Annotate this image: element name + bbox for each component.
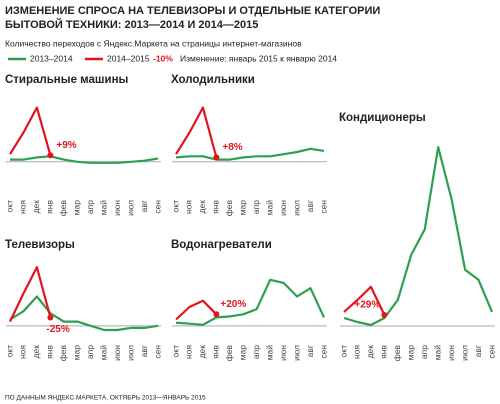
x-tick-label: авг xyxy=(473,345,483,357)
x-tick-label: мар xyxy=(72,345,82,361)
x-tick-label: дек xyxy=(31,345,41,359)
x-tick-label: май xyxy=(264,200,274,216)
x-tick-label: янв xyxy=(211,345,221,359)
series-line xyxy=(9,295,159,332)
change-label: +9% xyxy=(56,140,76,151)
x-tick-label: окт xyxy=(4,200,14,213)
subtitle: Количество переходов с Яндекс.Маркета на… xyxy=(5,38,302,48)
panel-title: Водонагреватели xyxy=(171,239,272,251)
x-tick-label: ноя xyxy=(184,200,194,214)
x-tick-label: авг xyxy=(139,345,149,357)
change-dot xyxy=(213,154,220,161)
x-tick-label: май xyxy=(264,345,274,361)
x-tick-label: окт xyxy=(170,345,180,358)
x-tick-label: дек xyxy=(365,345,375,359)
change-label: -25% xyxy=(46,324,69,335)
x-tick-label: янв xyxy=(45,200,55,214)
panel-title: Кондиционеры xyxy=(339,112,426,124)
x-tick-label: июн xyxy=(278,200,288,216)
series-line xyxy=(343,285,386,316)
x-tick-label: май xyxy=(98,345,108,361)
x-tick-label: ноя xyxy=(18,200,28,214)
title: БЫТОВОЙ ТЕХНИКИ: 2013—2014 И 2014—2015 xyxy=(5,18,258,31)
x-tick-label: фев xyxy=(58,200,68,217)
x-tick-label: июл xyxy=(459,345,469,361)
panel-title: Телевизоры xyxy=(5,239,75,251)
x-tick-label: июн xyxy=(112,345,122,361)
x-tick-label: дек xyxy=(31,200,41,214)
x-tick-label: мар xyxy=(406,345,416,361)
legend-note: Изменение: январь 2015 к январю 2014 xyxy=(180,53,337,63)
x-tick-label: авг xyxy=(305,345,315,357)
x-tick-label: фев xyxy=(224,345,234,362)
x-tick-label: июн xyxy=(446,345,456,361)
change-label: +20% xyxy=(220,299,246,310)
x-tick-label: окт xyxy=(4,345,14,358)
x-tick-label: апр xyxy=(419,345,429,359)
x-tick-label: окт xyxy=(170,200,180,213)
x-tick-label: янв xyxy=(379,345,389,359)
x-tick-label: янв xyxy=(45,345,55,359)
series-line xyxy=(9,106,52,156)
x-tick-label: фев xyxy=(224,200,234,217)
x-tick-label: июл xyxy=(125,200,135,216)
series-line xyxy=(175,299,218,321)
title: ИЗМЕНЕНИЕ СПРОСА НА ТЕЛЕВИЗОРЫ И ОТДЕЛЬН… xyxy=(5,5,380,17)
x-tick-label: фев xyxy=(58,345,68,362)
change-label: +29% xyxy=(354,300,380,311)
change-dot xyxy=(213,311,220,318)
x-tick-label: мар xyxy=(238,200,248,216)
x-tick-label: фев xyxy=(392,345,402,362)
x-tick-label: июл xyxy=(125,345,135,361)
x-tick-label: дек xyxy=(197,345,207,359)
x-tick-label: июн xyxy=(278,345,288,361)
legend-label: 2013–2014 xyxy=(30,53,73,63)
x-tick-label: мар xyxy=(238,345,248,361)
source: ПО ДАННЫМ ЯНДЕКС.МАРКЕТА, ОКТЯБРЬ 2013—Я… xyxy=(5,395,206,402)
x-tick-label: ноя xyxy=(184,345,194,359)
x-tick-label: сен xyxy=(152,200,162,214)
series-line xyxy=(343,146,494,327)
change-dot xyxy=(47,314,54,321)
x-tick-label: июл xyxy=(291,345,301,361)
x-tick-label: мар xyxy=(72,200,82,216)
x-tick-label: май xyxy=(98,200,108,216)
x-tick-label: окт xyxy=(338,345,348,358)
x-tick-label: авг xyxy=(305,200,315,212)
legend-label: 2014–2015 xyxy=(107,53,150,63)
series-line xyxy=(175,278,325,326)
x-tick-label: сен xyxy=(486,345,496,359)
legend-change: -10% xyxy=(153,53,173,63)
x-tick-label: апр xyxy=(85,345,95,359)
x-tick-label: июл xyxy=(291,200,301,216)
x-tick-label: сен xyxy=(152,345,162,359)
x-tick-label: авг xyxy=(139,200,149,212)
change-dot xyxy=(47,152,54,159)
x-tick-label: май xyxy=(432,345,442,361)
x-tick-label: янв xyxy=(211,200,221,214)
panel-title: Холодильники xyxy=(171,74,255,86)
change-dot xyxy=(381,311,388,318)
x-tick-label: сен xyxy=(318,345,328,359)
x-tick-label: апр xyxy=(251,345,261,359)
series-line xyxy=(10,155,159,164)
x-tick-label: ноя xyxy=(352,345,362,359)
x-tick-label: дек xyxy=(197,200,207,214)
x-tick-label: июн xyxy=(112,200,122,216)
x-tick-label: апр xyxy=(85,200,95,214)
x-tick-label: ноя xyxy=(18,345,28,359)
series-line xyxy=(175,147,325,161)
series-line xyxy=(9,266,52,323)
x-tick-label: апр xyxy=(251,200,261,214)
panel-title: Стиральные машины xyxy=(5,74,129,86)
series-line xyxy=(175,106,218,158)
x-tick-label: сен xyxy=(318,200,328,214)
change-label: +8% xyxy=(222,142,242,153)
